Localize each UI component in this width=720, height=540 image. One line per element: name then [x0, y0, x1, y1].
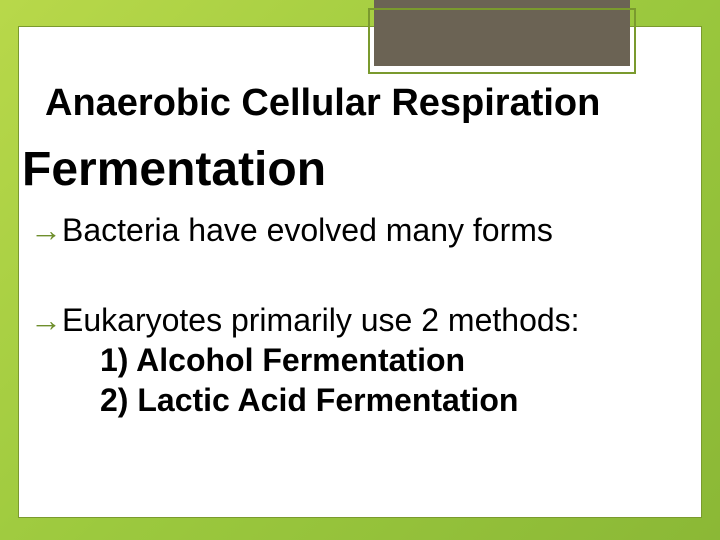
subline-2: 2) Lactic Acid Fermentation: [100, 382, 518, 419]
arrow-icon: →: [30, 212, 62, 249]
slide-subtitle-text: Fermentation: [22, 143, 326, 196]
subline-1: 1) Alcohol Fermentation: [100, 342, 465, 379]
slide-title-text: Anaerobic Cellular Respiration: [45, 82, 600, 124]
subline-1-text: 1) Alcohol Fermentation: [100, 342, 465, 378]
bullet-1-text: Bacteria have evolved many forms: [62, 212, 553, 248]
bullet-2-text: Eukaryotes primarily use 2 methods:: [62, 302, 580, 338]
arrow-icon: →: [30, 302, 62, 339]
title-accent-outline: [368, 8, 636, 74]
slide-title: Anaerobic Cellular Respiration: [45, 82, 600, 125]
bullet-2: →Eukaryotes primarily use 2 methods:: [30, 302, 580, 339]
bullet-1: →Bacteria have evolved many forms: [30, 212, 553, 249]
slide-background: Anaerobic Cellular Respiration Fermentat…: [0, 0, 720, 540]
slide-subtitle: Fermentation: [22, 142, 326, 197]
subline-2-text: 2) Lactic Acid Fermentation: [100, 382, 518, 418]
